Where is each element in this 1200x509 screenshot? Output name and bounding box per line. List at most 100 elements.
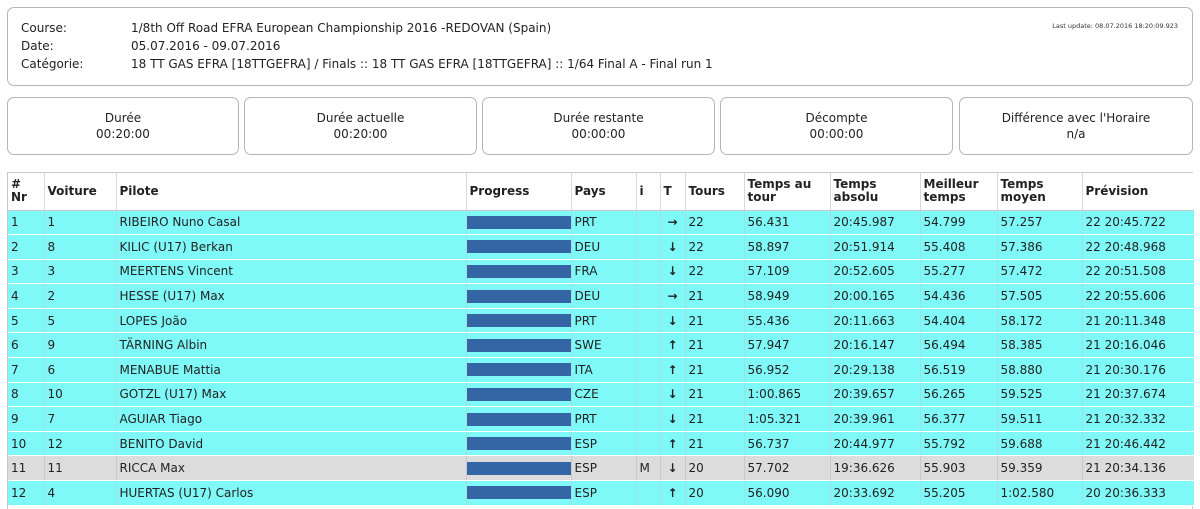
- col-pays[interactable]: Pays: [571, 173, 637, 211]
- cell-info: [636, 283, 661, 309]
- cell-laps: 21: [685, 283, 745, 309]
- cell-best-time: 54.404: [920, 308, 998, 334]
- cell-average-time: 59.688: [997, 431, 1083, 457]
- col-pilote[interactable]: Pilote: [116, 173, 467, 211]
- arrow-up-icon: ↑: [667, 436, 678, 451]
- table-row[interactable]: 4 2 HESSE (U17) Max DEU → 21 58.949 20:00.165 54…: [8, 283, 1194, 309]
- col-lap-time[interactable]: Temps au tour: [744, 173, 831, 211]
- last-update-timestamp: Last update: 08.07.2016 18:20:09.923: [1052, 22, 1178, 30]
- course-value: 1/8th Off Road EFRA European Championshi…: [131, 21, 552, 35]
- table-header-row: # Nr Voiture Pilote Progress Pays i T To…: [8, 173, 1194, 211]
- cell-best-time: 54.799: [920, 210, 998, 236]
- timer-countdown: Décompte 00:00:00: [720, 97, 953, 155]
- timer-value: n/a: [1066, 127, 1086, 141]
- cell-country: PRT: [571, 406, 637, 432]
- cell-forecast: 21 20:11.348: [1082, 308, 1194, 334]
- cell-absolute-time: 20:39.961: [830, 406, 921, 432]
- col-trend[interactable]: T: [660, 173, 686, 211]
- progress-bar: [466, 387, 570, 401]
- cell-car-number: 8: [44, 234, 117, 260]
- cell-country: ESP: [571, 455, 637, 482]
- cell-absolute-time: 20:33.692: [830, 480, 921, 506]
- cell-position: 2: [8, 234, 45, 260]
- table-row[interactable]: 9 7 AGUIAR Tiago PRT ↓ 21 1:05.321 20:39.961 56.…: [8, 406, 1194, 432]
- cell-country: FRA: [571, 259, 637, 285]
- cell-lap-time: 56.431: [744, 210, 831, 236]
- cell-lap-time: 57.947: [744, 332, 831, 359]
- cell-car-number: 3: [44, 259, 117, 285]
- table-row[interactable]: 7 6 MENABUE Mattia ITA ↑ 21 56.952 20:29.138 56.…: [8, 357, 1194, 383]
- table-row[interactable]: 10 12 BENITO David ESP ↑ 21 56.737 20:44.977 55.…: [8, 431, 1194, 457]
- cell-country: CZE: [571, 382, 637, 408]
- cell-trend: ↓: [660, 382, 686, 408]
- cell-driver-name: RICCA Max: [116, 455, 467, 482]
- table-row[interactable]: 12 4 HUERTAS (U17) Carlos ESP ↑ 20 56.090 20:33…: [8, 480, 1194, 506]
- cell-position: 5: [8, 308, 45, 334]
- col-absolute-time[interactable]: Temps absolu: [830, 173, 921, 211]
- cell-average-time: 57.386: [997, 234, 1083, 260]
- col-progress[interactable]: Progress: [466, 173, 572, 211]
- arrow-down-icon: ↓: [667, 313, 678, 328]
- cell-info: [636, 210, 661, 236]
- cell-progress: [466, 283, 572, 309]
- cell-average-time: 59.511: [997, 406, 1083, 432]
- timer-value: 00:20:00: [96, 127, 150, 141]
- cell-driver-name: HESSE (U17) Max: [116, 283, 467, 309]
- cell-forecast: 21 20:32.332: [1082, 406, 1194, 432]
- cell-car-number: 6: [44, 357, 117, 383]
- cell-best-time: 56.265: [920, 382, 998, 408]
- timer-value: 00:00:00: [809, 127, 864, 141]
- cell-driver-name: MEERTENS Vincent: [116, 259, 467, 285]
- cell-forecast: 21 20:34.136: [1082, 455, 1194, 482]
- col-nr[interactable]: # Nr: [8, 173, 45, 211]
- progress-bar: [466, 412, 570, 426]
- table-row[interactable]: 6 9 TÄRNING Albin SWE ↑ 21 57.947 20:16.147 56.4…: [8, 332, 1194, 359]
- col-forecast[interactable]: Prévision: [1082, 173, 1194, 211]
- cell-average-time: 57.505: [997, 283, 1083, 309]
- cell-absolute-time: 19:36.626: [830, 455, 921, 482]
- table-row[interactable]: 2 8 KILIC (U17) Berkan DEU ↓ 22 58.897 20:51.91…: [8, 234, 1194, 260]
- cell-car-number: 9: [44, 332, 117, 359]
- cell-forecast: 20 20:36.333: [1082, 480, 1194, 506]
- table-row[interactable]: 5 5 LOPES João PRT ↓ 21 55.436 20:11.663 54.404 5…: [8, 308, 1194, 334]
- col-voiture[interactable]: Voiture: [44, 173, 117, 211]
- race-info-panel: Course: 1/8th Off Road EFRA European Cha…: [7, 7, 1193, 86]
- timer-value: 00:20:00: [333, 127, 388, 141]
- cell-driver-name: TÄRNING Albin: [116, 332, 467, 359]
- timer-value: 00:00:00: [571, 127, 626, 141]
- cell-car-number: 2: [44, 283, 117, 309]
- cell-forecast: 21 20:16.046: [1082, 332, 1194, 359]
- col-tours[interactable]: Tours: [685, 173, 745, 211]
- cell-trend: →: [660, 210, 686, 236]
- cell-forecast: 22 20:55.606: [1082, 283, 1194, 309]
- date-value: 05.07.2016 - 09.07.2016: [131, 39, 281, 53]
- col-info[interactable]: i: [636, 173, 661, 211]
- arrow-right-icon: →: [667, 215, 678, 230]
- table-row[interactable]: 8 10 GOTZL (U17) Max CZE ↓ 21 1:00.865 20:39.65…: [8, 382, 1194, 408]
- cell-country: PRT: [571, 308, 637, 334]
- table-row[interactable]: 1 1 RIBEIRO Nuno Casal PRT → 22 56.431 20:45.98…: [8, 210, 1194, 236]
- cell-lap-time: 1:05.321: [744, 406, 831, 432]
- col-best-time[interactable]: Meilleur temps: [920, 173, 998, 211]
- cell-info: [636, 259, 661, 285]
- cell-laps: 22: [685, 259, 745, 285]
- arrow-down-icon: ↓: [667, 264, 678, 279]
- arrow-up-icon: ↑: [667, 362, 678, 377]
- cell-country: DEU: [571, 234, 637, 260]
- cell-trend: ↑: [660, 480, 686, 506]
- table-row[interactable]: 11 11 RICCA Max ESP M ↓ 20 57.702 19:36.626 55.90…: [8, 455, 1194, 482]
- date-label: Date:: [21, 39, 54, 53]
- cell-position: 1: [8, 210, 45, 236]
- cell-car-number: 10: [44, 382, 117, 408]
- cell-forecast: 21 20:37.674: [1082, 382, 1194, 408]
- col-average-time[interactable]: Temps moyen: [997, 173, 1083, 211]
- cell-car-number: 7: [44, 406, 117, 432]
- cell-position: 6: [8, 332, 45, 359]
- table-row[interactable]: 3 3 MEERTENS Vincent FRA ↓ 22 57.109 20:52.605 5…: [8, 259, 1194, 285]
- timer-label: Différence avec l'Horaire: [1001, 111, 1151, 125]
- cell-laps: 20: [685, 480, 745, 506]
- cell-driver-name: GOTZL (U17) Max: [116, 382, 467, 408]
- cell-info: [636, 357, 661, 383]
- cell-driver-name: LOPES João: [116, 308, 467, 334]
- progress-bar: [466, 240, 570, 254]
